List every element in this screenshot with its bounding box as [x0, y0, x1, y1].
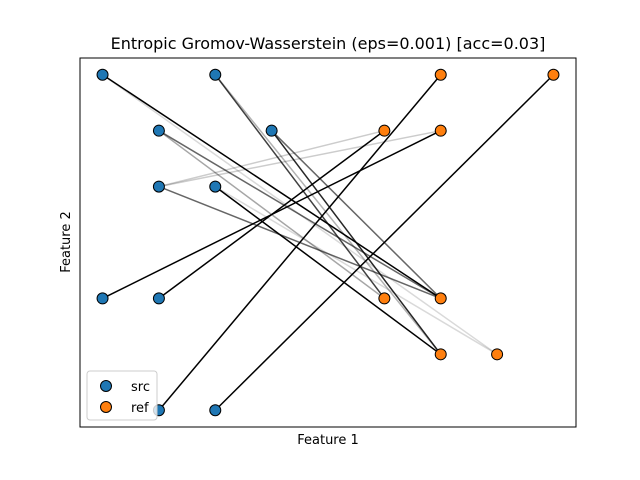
coupling-line: [271, 130, 442, 355]
coupling-line: [158, 129, 441, 188]
ref-point: [434, 292, 447, 305]
ref-point: [547, 68, 560, 81]
src-point: [152, 180, 165, 193]
coupling-line: [271, 130, 442, 299]
plot-frame: [79, 57, 577, 428]
x-axis-label: Feature 1: [297, 433, 359, 448]
ref-point: [378, 292, 391, 305]
src-point: [209, 404, 222, 417]
chart-title: Entropic Gromov-Wasserstein (eps=0.001) …: [111, 34, 546, 53]
coupling-line: [158, 129, 385, 188]
ref-point: [434, 68, 447, 81]
ref-point: [434, 124, 447, 137]
legend-marker-ref: [100, 401, 112, 413]
coupling-lines: [102, 74, 554, 411]
src-point: [209, 68, 222, 81]
ref-point: [434, 348, 447, 361]
plot-background: [80, 58, 576, 427]
legend-label-src: src: [131, 380, 150, 395]
coupling-line: [158, 130, 385, 300]
plot-area: [79, 57, 577, 428]
src-point: [96, 292, 109, 305]
coupling-line: [214, 74, 385, 299]
legend-label-ref: ref: [131, 401, 149, 416]
coupling-line: [214, 74, 442, 355]
coupling-line: [214, 74, 554, 411]
src-point: [96, 68, 109, 81]
src-point: [209, 180, 222, 193]
ref-point: [378, 124, 391, 137]
coupling-line: [214, 185, 442, 355]
src-point: [152, 124, 165, 137]
legend: src ref: [86, 370, 158, 421]
coupling-line: [158, 130, 442, 300]
points-layer: [96, 68, 560, 417]
ref-point: [491, 348, 504, 361]
y-axis-label: Feature 2: [59, 211, 74, 273]
src-point: [265, 124, 278, 137]
coupling-line: [158, 74, 442, 411]
legend-marker-src: [100, 380, 112, 392]
src-point: [152, 292, 165, 305]
coupling-line: [102, 74, 442, 300]
